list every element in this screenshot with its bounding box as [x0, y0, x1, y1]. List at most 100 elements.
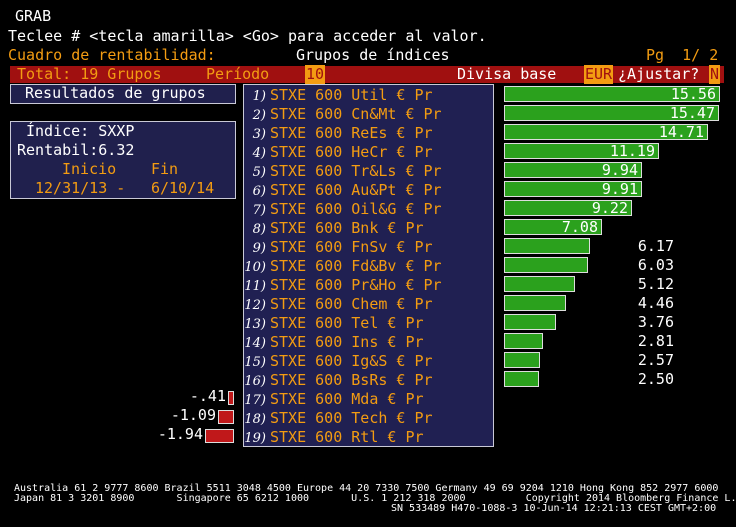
- bar-value: 11.19: [609, 142, 655, 160]
- bar-value: 15.47: [669, 104, 715, 122]
- group-row[interactable]: 11) STXE 600 Pr&Ho € Pr: [244, 276, 442, 295]
- bar-value: -1.94: [157, 425, 203, 443]
- group-name: STXE 600 Pr&Ho € Pr: [270, 276, 442, 294]
- group-row[interactable]: 4) STXE 600 HeCr € Pr: [244, 143, 433, 162]
- bar-value: 6.17: [637, 237, 674, 255]
- positive-bar: [504, 86, 720, 102]
- group-row[interactable]: 10) STXE 600 Fd&Bv € Pr: [244, 257, 442, 276]
- bar-value: 2.50: [637, 370, 674, 388]
- bar-value: 7.08: [561, 218, 598, 236]
- group-number: 14): [244, 336, 266, 351]
- group-name: STXE 600 Ig&S € Pr: [270, 352, 433, 370]
- results-button[interactable]: Resultados de grupos: [10, 84, 236, 104]
- bar-value: 2.81: [637, 332, 674, 350]
- index-return: Rentabil:6.32: [17, 141, 135, 159]
- positive-bar: [504, 124, 708, 140]
- group-name: STXE 600 ReEs € Pr: [270, 124, 433, 142]
- negative-bar: [218, 410, 234, 424]
- group-number: 10): [244, 260, 266, 275]
- section-title: Grupos de índices: [296, 46, 450, 64]
- positive-bar: [504, 219, 602, 235]
- group-name: STXE 600 Oil&G € Pr: [270, 200, 442, 218]
- bar-value: 4.46: [637, 294, 674, 312]
- currency-field[interactable]: EUR: [584, 65, 614, 84]
- bar-value: 9.91: [601, 180, 638, 198]
- footer-session: SN 533489 H470-1088-3 10-Jun-14 12:21:13…: [391, 503, 717, 514]
- group-row[interactable]: 13) STXE 600 Tel € Pr: [244, 314, 424, 333]
- group-row[interactable]: 14) STXE 600 Ins € Pr: [244, 333, 423, 352]
- group-name: STXE 600 Chem € Pr: [270, 295, 433, 313]
- index-name: Índice: SXXP: [26, 122, 135, 140]
- group-row[interactable]: 5) STXE 600 Tr&Ls € Pr: [244, 162, 442, 181]
- positive-bar: [504, 371, 539, 387]
- adjust-field[interactable]: N: [709, 65, 721, 84]
- screen-name: Cuadro de rentabilidad:: [8, 46, 216, 64]
- period-field[interactable]: 10: [305, 65, 326, 84]
- start-label: Inicio: [62, 160, 117, 178]
- group-number: 1): [252, 89, 266, 104]
- group-row[interactable]: 9) STXE 600 FnSv € Pr: [244, 238, 433, 257]
- group-number: 3): [252, 127, 266, 142]
- bar-value: -.41: [189, 387, 226, 405]
- group-name: STXE 600 Tr&Ls € Pr: [270, 162, 442, 180]
- bar-value: 2.57: [637, 351, 674, 369]
- group-number: 6): [252, 184, 266, 199]
- group-row[interactable]: 12) STXE 600 Chem € Pr: [244, 295, 433, 314]
- group-name: STXE 600 Tel € Pr: [270, 314, 424, 332]
- group-name: STXE 600 Mda € Pr: [270, 390, 424, 408]
- toolbar-bar: Total: 19 Grupos Período 10 Divisa base …: [10, 65, 724, 84]
- bar-value: 14.71: [658, 123, 704, 141]
- instruction-line: Teclee # <tecla amarilla> <Go> para acce…: [8, 27, 487, 45]
- group-row[interactable]: 6) STXE 600 Au&Pt € Pr: [244, 181, 442, 200]
- group-row[interactable]: 8) STXE 600 Bnk € Pr: [244, 219, 424, 238]
- group-number: 15): [244, 355, 266, 370]
- results-button-label: Resultados de grupos: [25, 84, 206, 102]
- group-row[interactable]: 16) STXE 600 BsRs € Pr: [244, 371, 433, 390]
- group-name: STXE 600 Tech € Pr: [270, 409, 433, 427]
- positive-bar: [504, 143, 659, 159]
- group-row[interactable]: 1) STXE 600 Util € Pr: [244, 86, 433, 105]
- group-name: STXE 600 Bnk € Pr: [270, 219, 424, 237]
- group-number: 2): [252, 108, 266, 123]
- group-row[interactable]: 19) STXE 600 Rtl € Pr: [244, 428, 424, 447]
- positive-bar: [504, 162, 642, 178]
- bar-value: -1.09: [170, 406, 216, 424]
- group-name: STXE 600 Fd&Bv € Pr: [270, 257, 442, 275]
- group-name: STXE 600 HeCr € Pr: [270, 143, 433, 161]
- group-list: 1) STXE 600 Util € Pr 2) STXE 600 Cn&Mt € P…: [243, 84, 494, 447]
- group-number: 5): [252, 165, 266, 180]
- group-row[interactable]: 3) STXE 600 ReEs € Pr: [244, 124, 433, 143]
- positive-bar: [504, 333, 543, 349]
- group-name: STXE 600 FnSv € Pr: [270, 238, 433, 256]
- positive-bar: [504, 181, 642, 197]
- group-number: 9): [252, 241, 266, 256]
- index-info-panel: Índice: SXXP Rentabil:6.32 Inicio Fin 12…: [10, 121, 236, 199]
- positive-bar: [504, 276, 575, 292]
- group-row[interactable]: 15) STXE 600 Ig&S € Pr: [244, 352, 433, 371]
- group-name: STXE 600 BsRs € Pr: [270, 371, 433, 389]
- bar-value: 9.94: [601, 161, 638, 179]
- group-row[interactable]: 7) STXE 600 Oil&G € Pr: [244, 200, 442, 219]
- group-number: 11): [244, 279, 266, 294]
- positive-bar: [504, 257, 588, 273]
- end-date[interactable]: 6/10/14: [151, 179, 215, 197]
- currency-label: Divisa base: [457, 65, 557, 83]
- group-row[interactable]: 18) STXE 600 Tech € Pr: [244, 409, 433, 428]
- negative-bar: [228, 391, 234, 405]
- bar-value: 5.12: [637, 275, 674, 293]
- start-date[interactable]: 12/31/13 -: [35, 179, 126, 197]
- group-number: 19): [244, 431, 266, 446]
- group-number: 17): [244, 393, 266, 408]
- group-number: 16): [244, 374, 266, 389]
- period-label: Período: [206, 65, 270, 83]
- group-name: STXE 600 Rtl € Pr: [270, 428, 424, 446]
- group-name: STXE 600 Cn&Mt € Pr: [270, 105, 442, 123]
- group-row[interactable]: 17) STXE 600 Mda € Pr: [244, 390, 424, 409]
- bar-value: 6.03: [637, 256, 674, 274]
- group-number: 7): [252, 203, 266, 218]
- group-number: 8): [252, 222, 266, 237]
- positive-bar: [504, 200, 632, 216]
- negative-bar: [205, 429, 234, 443]
- group-row[interactable]: 2) STXE 600 Cn&Mt € Pr: [244, 105, 442, 124]
- total-groups: Total: 19 Grupos: [17, 65, 162, 83]
